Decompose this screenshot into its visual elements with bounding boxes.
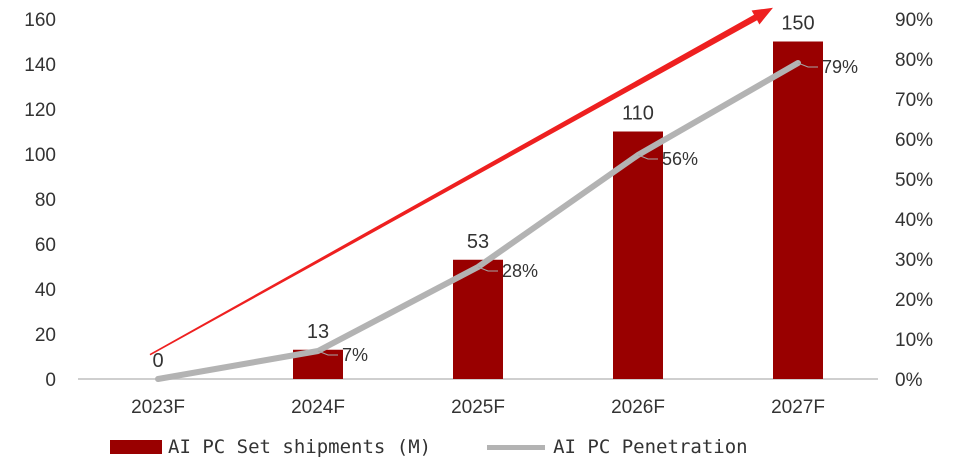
y-left-tick-label: 140 — [24, 55, 56, 76]
x-tick-label: 2023F — [131, 397, 185, 418]
y-left-tick-label: 40 — [35, 280, 56, 301]
line-label-leader — [797, 62, 818, 68]
y-right-tick-label: 40% — [895, 210, 933, 231]
line-value-label: 7% — [342, 345, 368, 365]
line-label-leader — [317, 350, 338, 356]
x-tick-label: 2024F — [291, 397, 345, 418]
y-right-tick-label: 0% — [895, 370, 923, 391]
y-left-tick-label: 20 — [35, 325, 56, 346]
legend: AI PC Set shipments (M) AI PC Penetratio… — [110, 436, 796, 458]
data-labels: 0 13 53 110 150 7% 28% 56% 79% — [152, 13, 858, 373]
y-left-tick-label: 0 — [45, 370, 56, 391]
line-label-leader — [637, 154, 658, 160]
trend-arrow-shape — [149, 7, 774, 356]
line-value-label: 56% — [662, 149, 698, 169]
legend-line-swatch — [487, 444, 546, 450]
y-right-tick-label: 50% — [895, 170, 933, 191]
chart: 0 20 40 60 80 100 120 140 160 0% 10% 20% 30% 40% 50% 60… — [24, 7, 933, 418]
y-left-tick-label: 60 — [35, 235, 56, 256]
y-right-tick-label: 60% — [895, 130, 933, 151]
x-tick-label: 2026F — [611, 397, 665, 418]
y-right-tick-label: 70% — [895, 90, 933, 111]
bar — [613, 131, 663, 379]
y-right-tick-label: 90% — [895, 10, 933, 31]
y-right-tick-label: 20% — [895, 290, 933, 311]
bar-value-label: 150 — [781, 13, 814, 35]
legend-label-penetration: AI PC Penetration — [553, 436, 748, 458]
bar — [773, 41, 823, 379]
y-right-tick-label: 30% — [895, 250, 933, 271]
x-tick-label: 2027F — [771, 397, 825, 418]
bar-value-label: 53 — [467, 231, 489, 253]
y-left-tick-label: 160 — [24, 10, 56, 31]
line-label-leader — [477, 266, 498, 272]
legend-item-penetration: AI PC Penetration — [487, 436, 748, 458]
legend-label-shipments: AI PC Set shipments (M) — [168, 436, 432, 458]
x-tick-label: 2025F — [451, 397, 505, 418]
axes: 0 20 40 60 80 100 120 140 160 0% 10% 20% 30% 40% 50% 60… — [24, 10, 933, 418]
y-left-tick-label: 100 — [24, 145, 56, 166]
trend-arrow — [149, 7, 774, 356]
bar-value-label: 13 — [307, 321, 329, 343]
y-left-tick-label: 120 — [24, 100, 56, 121]
legend-bar-swatch — [110, 440, 162, 454]
bar — [453, 259, 503, 379]
line-value-label: 79% — [822, 57, 858, 77]
y-right-tick-label: 10% — [895, 330, 933, 351]
y-right-tick-label: 80% — [895, 50, 933, 71]
legend-item-shipments: AI PC Set shipments (M) — [110, 436, 431, 458]
line-value-label: 28% — [502, 261, 538, 281]
bar-value-label: 0 — [152, 350, 163, 372]
bar-value-label: 110 — [622, 103, 654, 125]
y-left-tick-label: 80 — [35, 190, 56, 211]
